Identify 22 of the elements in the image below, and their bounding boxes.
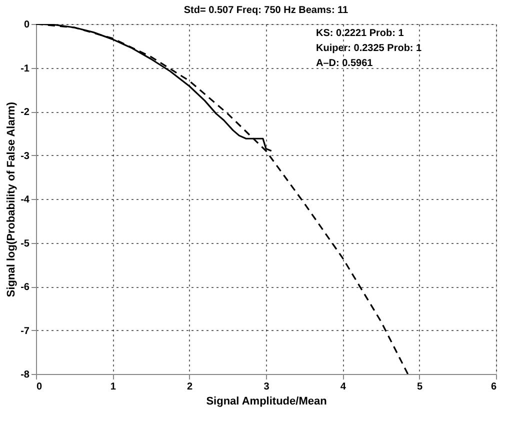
annotation: A–D: 0.5961 bbox=[316, 58, 374, 69]
y-tick-label: -8 bbox=[20, 370, 30, 380]
y-tick-label: -3 bbox=[20, 150, 30, 162]
x-tick-label: 5 bbox=[417, 382, 424, 392]
y-tick-label: -4 bbox=[20, 194, 30, 206]
x-tick-label: 6 bbox=[490, 382, 497, 392]
y-tick-label: 0 bbox=[24, 20, 30, 30]
annotation: KS: 0.2221 Prob: 1 bbox=[316, 28, 404, 39]
x-tick-label: 4 bbox=[340, 382, 346, 392]
chart-title: Std= 0.507 Freq: 750 Hz Beams: 11 bbox=[184, 5, 349, 16]
y-axis-title: Signal log(Probability of False Alarm) bbox=[6, 102, 18, 298]
y-tick-label: -1 bbox=[20, 63, 30, 74]
annotation: Kuiper: 0.2325 Prob: 1 bbox=[316, 43, 422, 54]
y-tick-label: -2 bbox=[20, 107, 30, 118]
y-tick-label: -5 bbox=[20, 238, 30, 250]
x-tick-label: 2 bbox=[187, 382, 194, 392]
x-tick-label: 1 bbox=[110, 382, 116, 392]
y-tick-label: -6 bbox=[20, 282, 30, 293]
x-axis-title: Signal Amplitude/Mean bbox=[206, 396, 328, 408]
y-tick-label: -7 bbox=[20, 326, 30, 337]
x-tick-label: 3 bbox=[264, 382, 270, 392]
x-tick-label: 0 bbox=[36, 382, 42, 392]
